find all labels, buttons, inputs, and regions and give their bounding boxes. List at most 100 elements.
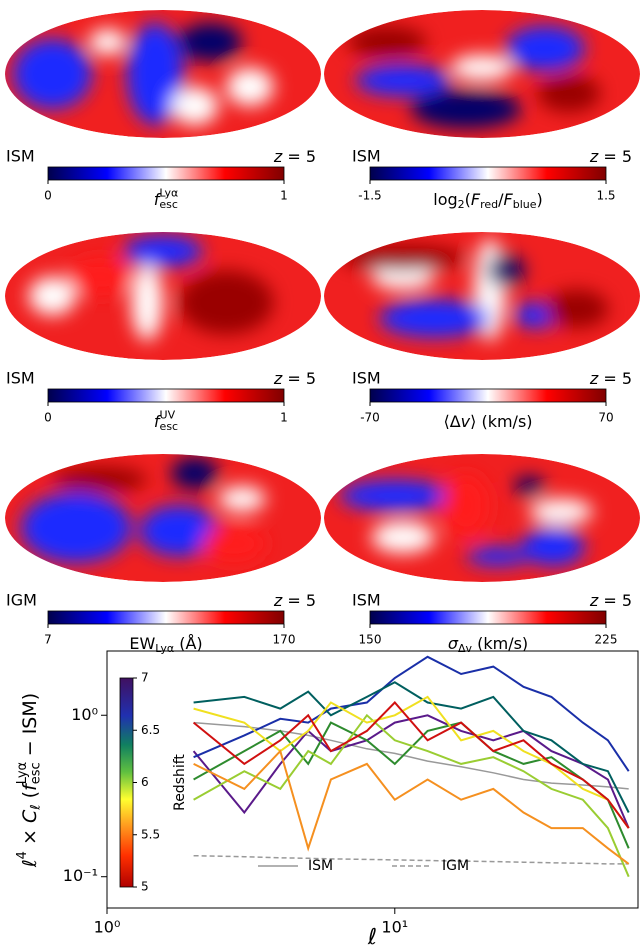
map-region [442, 473, 490, 538]
plot-frame [106, 650, 639, 909]
label-part: f [154, 412, 162, 431]
map-region [131, 264, 163, 341]
series-line [193, 854, 629, 865]
map-structure [339, 473, 593, 567]
label-part: = 5 [282, 369, 316, 388]
series-line [192, 701, 630, 829]
label-part: ℓ [367, 925, 377, 950]
map-region [379, 299, 490, 338]
map-region [339, 479, 451, 512]
map-region [537, 74, 601, 113]
label-part: = 5 [598, 591, 632, 610]
map-right-label: z = 5 [273, 591, 316, 610]
series-line [193, 721, 630, 849]
label-part: − ISM) [19, 693, 41, 762]
label-part: v [461, 412, 471, 431]
colorbar [47, 388, 285, 403]
map-region [339, 244, 467, 271]
series-line [193, 655, 630, 772]
map-region [450, 54, 514, 81]
colorbar-tick-label: 0 [44, 411, 52, 425]
colorbar-tick-label: -70 [360, 411, 380, 425]
colorbar-tick-label: 7 [44, 633, 52, 647]
colorbar-label: fUV esc [154, 408, 178, 433]
map-region [126, 22, 184, 126]
map-left-label: IGM [6, 591, 37, 610]
label-part: 2 [458, 198, 465, 211]
label-part: ( [465, 190, 471, 209]
label-part: ( [19, 791, 41, 804]
colorbar [369, 166, 607, 181]
label-part: esc [159, 198, 178, 211]
label-part: / [498, 190, 504, 209]
colorbar-tick-label: 0 [44, 189, 52, 203]
map-region [226, 67, 274, 107]
map-region [466, 546, 530, 567]
map-region [139, 505, 219, 557]
sky-map [324, 232, 640, 360]
colorbar-tick-label: 170 [273, 633, 296, 647]
colorbar [369, 610, 607, 625]
map-region [529, 498, 593, 525]
label-part: z [589, 369, 599, 388]
label-part: Lyα [15, 762, 30, 784]
map-region [28, 276, 77, 316]
label-part: UV [160, 408, 176, 421]
x-axis-label: ℓ [367, 925, 377, 950]
label-part: z [273, 591, 283, 610]
sky-map [324, 10, 640, 138]
label-part: blue [513, 198, 537, 211]
map-right-label: z = 5 [273, 147, 316, 166]
colorbar-tick-label: 225 [595, 633, 618, 647]
label-part: C [19, 809, 41, 823]
label-part: f [154, 190, 162, 209]
map-region [178, 22, 242, 62]
label-part: red [480, 198, 498, 211]
label-part: = 5 [282, 147, 316, 166]
map-region [355, 64, 451, 97]
sky-map [5, 232, 321, 360]
colorbar-tick-label: 1 [280, 411, 288, 425]
colorbar-label: EWLyα (Å) [129, 634, 202, 655]
label-part: ℓ [19, 859, 41, 868]
colorbar-tick-label: 150 [359, 633, 382, 647]
label-part: ⟩ (km/s) [470, 412, 532, 431]
map-region [545, 289, 609, 328]
colorbar-tick-label: 1 [280, 189, 288, 203]
colorbar-tick-label: 6.5 [141, 723, 160, 737]
colorbar-tick-label: -1.5 [358, 189, 381, 203]
series-line [193, 713, 630, 878]
colorbar-tick-label: 5.5 [141, 827, 160, 841]
legend-label: IGM [442, 858, 469, 874]
colorbar-tick-label: 70 [598, 411, 613, 425]
map-region [202, 524, 266, 563]
label-part: ℓ [28, 804, 43, 810]
label-part: Lyα [155, 642, 174, 655]
map-structure [347, 26, 601, 129]
map-right-label: z = 5 [589, 147, 632, 166]
map-right-label: z = 5 [589, 591, 632, 610]
map-region [170, 86, 219, 126]
label-part: = 5 [598, 369, 632, 388]
map-structure [339, 238, 609, 341]
label-part: = 5 [282, 591, 316, 610]
map-region [486, 254, 525, 287]
map-structure [12, 22, 274, 126]
colorbar-label: σΔv (km/s) [448, 634, 528, 655]
label-part: z [273, 147, 283, 166]
colorbar [369, 388, 607, 403]
map-region [52, 466, 148, 493]
redshift-colorbar [119, 677, 134, 888]
series-line [193, 681, 630, 813]
label-part: (Å) [174, 634, 203, 653]
label-part: ⟨Δ [443, 412, 460, 431]
label-part: esc [28, 762, 43, 784]
colorbar-label: fLyα esc [154, 186, 179, 211]
map-region [371, 521, 435, 554]
x-tick-label: 10¹ [381, 918, 408, 937]
colorbar-tick-label: 1.5 [596, 189, 615, 203]
label-part: z [273, 369, 283, 388]
map-left-label: ISM [352, 369, 381, 388]
map-left-label: ISM [352, 147, 381, 166]
